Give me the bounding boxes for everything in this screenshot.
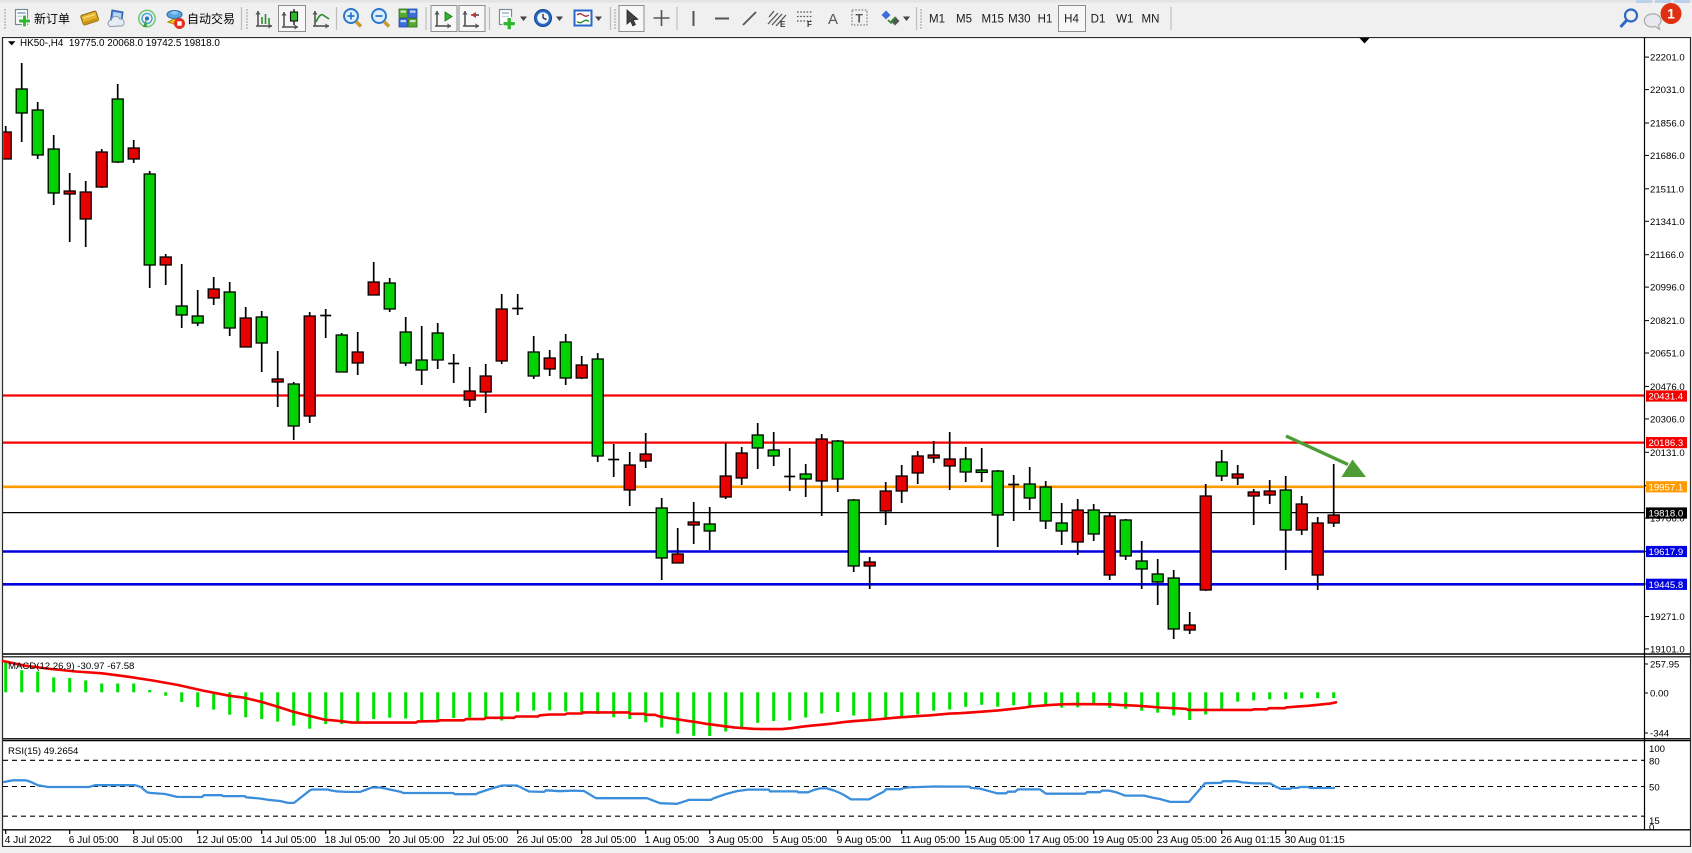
svg-text:H4: H4 (1064, 14, 1079, 26)
svg-text:20821.0: 20821.0 (1650, 316, 1685, 327)
svg-text:3 Aug 05:00: 3 Aug 05:00 (709, 835, 764, 846)
svg-text:21856.0: 21856.0 (1650, 119, 1685, 130)
svg-text:80: 80 (1649, 757, 1660, 768)
svg-text:22031.0: 22031.0 (1650, 85, 1685, 96)
svg-text:19101.0: 19101.0 (1650, 644, 1685, 655)
svg-text:22201.0: 22201.0 (1650, 53, 1685, 64)
svg-text:20431.4: 20431.4 (1649, 392, 1684, 403)
svg-text:20651.0: 20651.0 (1650, 349, 1685, 360)
svg-text:20 Jul 05:00: 20 Jul 05:00 (389, 835, 445, 846)
svg-text:A: A (828, 11, 838, 28)
svg-text:20131.0: 20131.0 (1650, 448, 1685, 459)
svg-text:26 Aug 01:15: 26 Aug 01:15 (1221, 835, 1281, 846)
svg-text:18 Jul 05:00: 18 Jul 05:00 (325, 835, 381, 846)
svg-text:RSI(15) 49.2654: RSI(15) 49.2654 (8, 746, 79, 757)
svg-text:M5: M5 (956, 14, 972, 26)
svg-text:20306.0: 20306.0 (1650, 414, 1685, 425)
svg-text:19786.0: 19786.0 (1650, 514, 1685, 525)
svg-text:1 Aug 05:00: 1 Aug 05:00 (645, 835, 700, 846)
svg-text:100: 100 (1649, 744, 1665, 755)
svg-text:1: 1 (1667, 6, 1675, 22)
svg-text:M30: M30 (1008, 14, 1030, 26)
svg-text:22 Jul 05:00: 22 Jul 05:00 (453, 835, 509, 846)
svg-text:17 Aug 05:00: 17 Aug 05:00 (1029, 835, 1089, 846)
svg-text:19445.8: 19445.8 (1649, 580, 1684, 591)
svg-text:H1: H1 (1038, 14, 1053, 26)
svg-text:6 Jul 05:00: 6 Jul 05:00 (69, 835, 119, 846)
svg-text:M1: M1 (929, 14, 945, 26)
svg-text:26 Jul 05:00: 26 Jul 05:00 (517, 835, 573, 846)
svg-text:28 Jul 05:00: 28 Jul 05:00 (581, 835, 637, 846)
svg-text:MACD(12,26,9) -30.97 -67.58: MACD(12,26,9) -30.97 -67.58 (8, 661, 134, 672)
svg-text:W1: W1 (1116, 14, 1133, 26)
svg-text:20186.3: 20186.3 (1649, 438, 1684, 449)
svg-text:-344: -344 (1650, 729, 1670, 740)
svg-text:21511.0: 21511.0 (1650, 184, 1684, 195)
svg-text:21166.0: 21166.0 (1650, 250, 1684, 261)
svg-text:21686.0: 21686.0 (1650, 151, 1685, 162)
svg-text:257.95: 257.95 (1650, 660, 1679, 671)
svg-text:HK50-,H4 19775.0 20068.0 1974: HK50-,H4 19775.0 20068.0 19742.5 19818.0 (20, 38, 220, 49)
svg-text:11 Aug 05:00: 11 Aug 05:00 (901, 835, 961, 846)
svg-text:0.00: 0.00 (1650, 689, 1669, 700)
svg-text:15: 15 (1649, 816, 1660, 827)
svg-text:21341.0: 21341.0 (1650, 217, 1685, 228)
svg-text:19617.9: 19617.9 (1649, 547, 1684, 558)
svg-text:8 Jul 05:00: 8 Jul 05:00 (133, 835, 183, 846)
svg-text:0: 0 (1649, 823, 1654, 834)
svg-text:19957.1: 19957.1 (1649, 482, 1684, 493)
svg-text:T: T (856, 12, 864, 26)
svg-text:20996.0: 20996.0 (1650, 283, 1685, 294)
svg-text:50: 50 (1649, 782, 1660, 793)
svg-text:E: E (780, 20, 786, 29)
svg-text:14 Jul 05:00: 14 Jul 05:00 (261, 835, 317, 846)
svg-text:30 Aug 01:15: 30 Aug 01:15 (1285, 835, 1345, 846)
svg-text:19818.0: 19818.0 (1649, 509, 1684, 520)
svg-text:D1: D1 (1091, 14, 1106, 26)
svg-text:15 Aug 05:00: 15 Aug 05:00 (965, 835, 1025, 846)
svg-text:5 Aug 05:00: 5 Aug 05:00 (773, 835, 828, 846)
svg-text:M15: M15 (982, 14, 1004, 26)
svg-text:23 Aug 05:00: 23 Aug 05:00 (1157, 835, 1217, 846)
svg-text:4 Jul 2022: 4 Jul 2022 (5, 835, 52, 846)
svg-text:9 Aug 05:00: 9 Aug 05:00 (837, 835, 892, 846)
svg-text:12 Jul 05:00: 12 Jul 05:00 (197, 835, 253, 846)
svg-text:19271.0: 19271.0 (1650, 612, 1685, 623)
svg-text:20476.0: 20476.0 (1650, 382, 1685, 393)
svg-text:F: F (807, 20, 812, 29)
svg-text:自动交易: 自动交易 (187, 11, 235, 26)
svg-text:新订单: 新订单 (34, 11, 70, 26)
svg-text:19 Aug 05:00: 19 Aug 05:00 (1093, 835, 1153, 846)
svg-text:MN: MN (1142, 14, 1160, 26)
